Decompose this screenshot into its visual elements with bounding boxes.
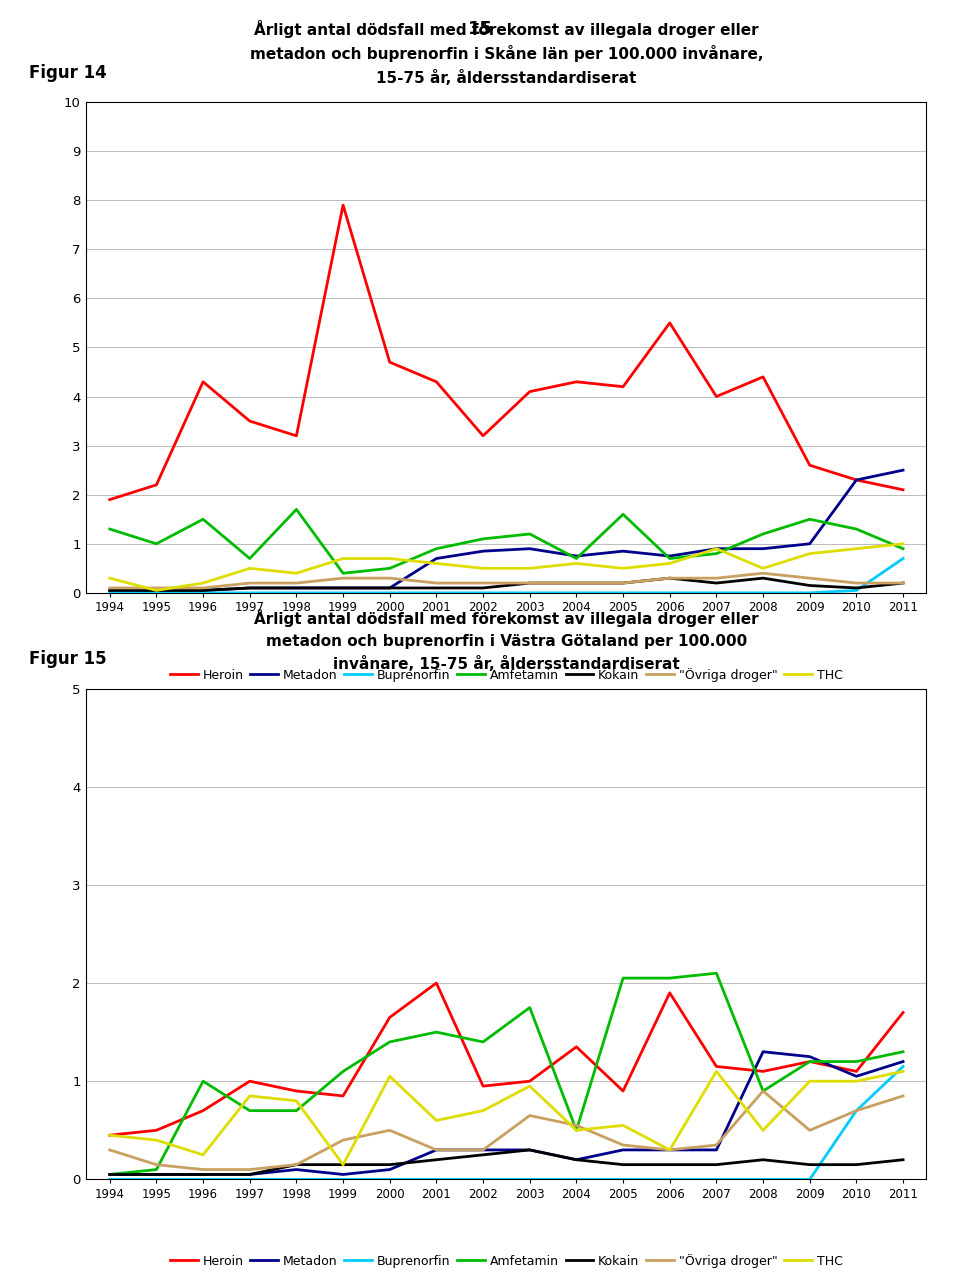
Text: Figur 14: Figur 14 [29, 64, 107, 82]
Text: Figur 15: Figur 15 [29, 650, 107, 668]
Title: Årligt antal dödsfall med förekomst av illegala droger eller
metadon och bupreno: Årligt antal dödsfall med förekomst av i… [250, 19, 763, 85]
Legend: Heroin, Metadon, Buprenorfin, Amfetamin, Kokain, "Övriga droger", THC: Heroin, Metadon, Buprenorfin, Amfetamin,… [165, 1250, 848, 1274]
Legend: Heroin, Metadon, Buprenorfin, Amfetamin, Kokain, "Övriga droger", THC: Heroin, Metadon, Buprenorfin, Amfetamin,… [165, 663, 848, 687]
Title: Årligt antal dödsfall med förekomst av illegala droger eller
metadon och bupreno: Årligt antal dödsfall med förekomst av i… [254, 609, 758, 672]
Text: 15: 15 [468, 20, 492, 38]
